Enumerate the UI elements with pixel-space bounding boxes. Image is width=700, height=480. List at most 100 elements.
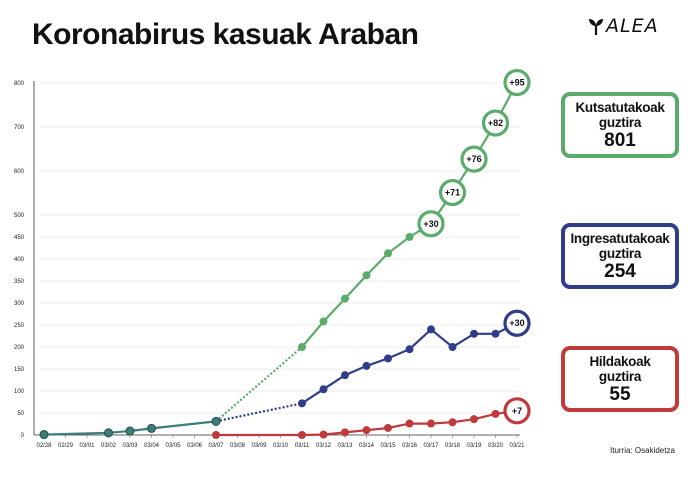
data-point: [341, 294, 349, 303]
data-point: [405, 345, 414, 354]
data-point: [491, 409, 500, 418]
data-point: [427, 419, 435, 428]
data-point: [405, 233, 414, 241]
axes: [33, 81, 520, 438]
x-tick-label: 03/03: [122, 443, 138, 449]
x-tick-label: 03/21: [509, 443, 525, 449]
increase-bubble: [503, 68, 531, 97]
y-tick-label: 350: [14, 279, 25, 285]
source-note: Iturria: Osakidetza: [610, 446, 675, 455]
x-tick-labels: 02/28 02/29 03/01 03/02 03/03 03/04 03/05 03/06…: [36, 443, 525, 449]
early-data-point: [125, 426, 135, 436]
y-tick-label: 50: [17, 411, 24, 417]
x-tick-label: 03/10: [273, 443, 289, 449]
increase-bubble-label: +7: [512, 406, 522, 416]
total-cases-value: 801: [604, 130, 636, 151]
total-hospitalized-label-line2: guztira: [598, 246, 642, 261]
x-tick-label: 03/14: [359, 443, 375, 449]
x-tick-label: 03/16: [402, 443, 418, 449]
total-deaths-label: Hildakoak guztira: [565, 354, 675, 384]
y-tick-label: 0: [21, 433, 25, 439]
x-tick-label: 03/12: [316, 443, 332, 449]
y-tick-label: 700: [14, 125, 25, 131]
data-point: [319, 385, 328, 394]
total-deaths-label-line2: guztira: [598, 369, 642, 384]
data-point: [384, 249, 392, 258]
data-point: [448, 343, 457, 351]
data-point: [405, 419, 414, 428]
x-tick-label: 03/13: [337, 443, 353, 449]
x-tick-label: 02/29: [58, 443, 74, 449]
total-cases-label: Kutsatutakoak guztira: [565, 100, 675, 130]
data-point: [470, 415, 478, 424]
y-tick-label: 100: [14, 389, 25, 395]
y-tick-label: 400: [14, 257, 25, 263]
data-point: [384, 423, 392, 432]
increase-bubble: [503, 309, 531, 337]
increase-bubble: [481, 109, 510, 137]
x-tick-label: 03/09: [251, 443, 267, 449]
total-hospitalized-label: Ingresatutakoak guztira: [565, 231, 675, 261]
data-point: [384, 354, 392, 363]
total-cases-box: Kutsatutakoak guztira 801: [561, 92, 679, 158]
y-tick-label: 500: [14, 213, 25, 219]
total-deaths-box: Hildakoak guztira 55: [561, 346, 679, 412]
data-point: [362, 426, 371, 435]
data-point: [341, 428, 349, 437]
x-tick-label: 03/20: [488, 443, 504, 449]
total-cases-label-line2: guztira: [598, 115, 642, 130]
page-title: Koronabirus kasuak Araban: [32, 18, 419, 51]
data-point: [298, 431, 306, 439]
x-tick-label: 03/19: [466, 443, 482, 449]
x-tick-label: 03/15: [380, 443, 396, 449]
sprout-icon: [589, 19, 603, 35]
x-tick-label: 03/04: [144, 443, 160, 449]
early-data-point: [147, 423, 156, 433]
increase-bubble: [460, 145, 488, 173]
early-data-point: [104, 428, 113, 438]
total-hospitalized-box: Ingresatutakoak guztira 254: [561, 223, 679, 289]
x-tick-label: 03/06: [187, 443, 203, 449]
x-tick-label: 03/18: [445, 443, 461, 449]
x-tick-label: 03/11: [295, 443, 310, 449]
y-tick-label: 450: [14, 235, 25, 241]
increase-bubble-label: +30: [423, 219, 438, 229]
grid-lines: [38, 82, 520, 436]
data-point: [341, 371, 349, 380]
y-tick-label: 800: [14, 81, 25, 87]
data-point: [362, 271, 371, 280]
increase-annotations: +30 +71 +76 +82 +95 +30 +7: [417, 68, 531, 425]
data-point: [362, 361, 371, 370]
x-tick-label: 03/02: [101, 443, 117, 449]
data-point: [298, 343, 306, 351]
x-tick-label: 03/08: [230, 443, 246, 449]
increase-bubble-label: +76: [466, 154, 481, 164]
alea-logo: ALEA: [588, 12, 668, 40]
x-tick-label: 03/17: [423, 443, 439, 449]
x-tick-label: 03/05: [165, 443, 181, 449]
logo-text: ALEA: [606, 15, 659, 37]
y-tick-label: 250: [14, 323, 25, 329]
early-data-point: [39, 430, 49, 440]
y-tick-label: 150: [14, 367, 25, 373]
increase-bubble-label: +30: [509, 318, 524, 328]
data-point: [319, 430, 328, 439]
series-dashed-connector: [215, 402, 303, 423]
increase-bubble: [417, 210, 445, 238]
data-point: [427, 325, 435, 334]
total-deaths-value: 55: [609, 384, 631, 405]
increase-bubble: [503, 397, 531, 425]
y-tick-label: 300: [14, 301, 25, 307]
increase-bubble-label: +95: [509, 78, 524, 88]
data-point: [491, 329, 500, 338]
data-point: [298, 399, 306, 408]
x-tick-label: 03/07: [208, 443, 224, 449]
y-tick-label: 600: [14, 169, 25, 175]
y-tick-labels: 0 50 100 150 200 250 300 350 400 450 500 600 700 800: [14, 81, 25, 439]
total-cases-label-line1: Kutsatutakoak: [575, 100, 665, 115]
data-point: [319, 317, 328, 326]
increase-bubble: [438, 178, 467, 207]
increase-bubble-label: +71: [445, 188, 460, 198]
series-dashed-connector: [215, 346, 303, 423]
